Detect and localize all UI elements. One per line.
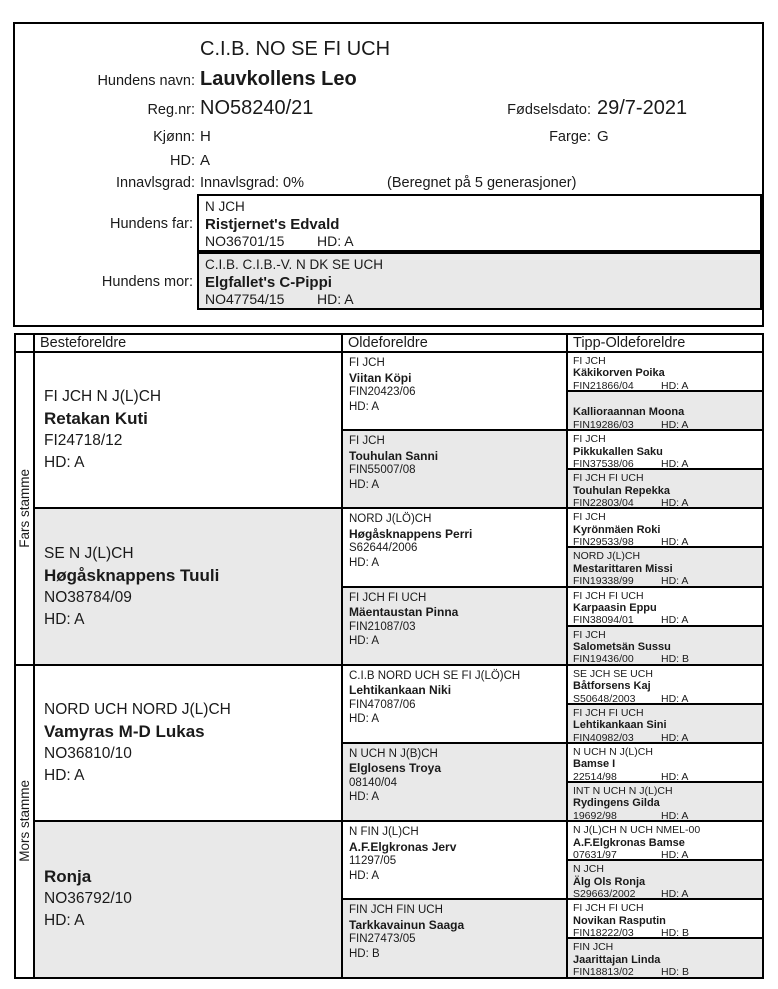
mother-hd: HD: A	[317, 291, 354, 307]
inbreeding-note: (Beregnet på 5 generasjoner)	[387, 175, 577, 191]
great-grandparent-cell: FI JCH Touhulan Sanni FIN55007/08 HD: A	[342, 430, 567, 509]
grandparent-cell: Ronja NO36792/10 HD: A	[34, 821, 342, 978]
mother-reg-hd: NO47754/15 HD: A	[205, 291, 754, 309]
father-titles: N JCH	[205, 199, 245, 214]
great-great-grandparent-cell: FI JCH Salometsän Sussu FIN19436/00 HD: B	[567, 625, 763, 665]
regnr-value: NO58240/21	[200, 97, 314, 119]
hd-label: HD:	[170, 153, 195, 169]
great-great-grandparent-cell: SE JCH SE UCH Båtforsens Kaj S50648/2003…	[567, 664, 763, 704]
champion-titles: C.I.B. NO SE FI UCH	[200, 38, 391, 60]
great-grandparent-cell: FIN JCH FIN UCH Tarkkavainun Saaga FIN27…	[342, 899, 567, 978]
color-value: G	[597, 128, 609, 145]
great-great-grandparent-cell: FI JCH Käkikorven Poika FIN21866/04 HD: A	[567, 352, 763, 392]
great-great-grandparent-cell: FI JCH FI UCH Novikan Rasputin FIN18222/…	[567, 899, 763, 939]
great-grandparent-cell: C.I.B NORD UCH SE FI J(LÖ)CH Lehtikankaa…	[342, 664, 567, 743]
inbreeding-value: Innavlsgrad: 0%	[200, 175, 304, 191]
great-great-grandparent-cell: INT N UCH N J(L)CH Rydingens Gilda 19692…	[567, 782, 763, 822]
dog-name-row: Hundens navn: Lauvkollens Leo	[15, 68, 762, 91]
sex-row: Kjønn: H Farge: G	[15, 128, 762, 145]
section-label-fathers-line: Fars stamme	[15, 352, 34, 665]
header-grandparents: Besteforeldre	[34, 334, 342, 352]
birthdate-value: 29/7-2021	[597, 97, 688, 119]
dog-name-value: Lauvkollens Leo	[200, 68, 357, 90]
father-hd: HD: A	[317, 233, 354, 249]
father-regnr: NO36701/15	[205, 233, 285, 249]
father-label: Hundens far:	[109, 216, 193, 232]
great-great-grandparent-cell: FI JCH FI UCH Lehtikankaan Sini FIN40982…	[567, 703, 763, 743]
hd-row: HD: A	[15, 152, 762, 169]
great-grandparent-cell: FI JCH Viitan Köpi FIN20423/06 HD: A	[342, 352, 567, 431]
regnr-row: Reg.nr: NO58240/21 Fødselsdato: 29/7-202…	[15, 97, 762, 120]
great-great-grandparent-cell: NORD J(L)CH Mestarittaren Missi FIN19338…	[567, 547, 763, 587]
pedigree-body: Fars stamme Mors stamme FI JCH N J(L)CH …	[15, 352, 763, 978]
inbreeding-row: Innavlsgrad: Innavlsgrad: 0% (Beregnet p…	[15, 175, 762, 191]
pedigree-header-row: Besteforeldre Oldeforeldre Tipp-Oldefore…	[15, 334, 763, 352]
mother-name: Elgfallet's C-Pippi	[205, 273, 332, 291]
header-great-grandparents: Oldeforeldre	[342, 334, 567, 352]
father-reg-hd: NO36701/15 HD: A	[205, 233, 754, 251]
father-name: Ristjernet's Edvald	[205, 215, 340, 233]
header-great-great-grandparents: Tipp-Oldeforeldre	[567, 334, 763, 352]
birthdate-label: Fødselsdato:	[507, 102, 591, 118]
inbreeding-label: Innavlsgrad:	[116, 175, 195, 191]
birthdate-field: Fødselsdato: 29/7-2021	[315, 97, 687, 120]
great-great-grandparent-cell: FI JCH Kyrönmäen Roki FIN29533/98 HD: A	[567, 508, 763, 548]
great-great-grandparent-cell: N J(L)CH N UCH NMEL-00 A.F.Elgkronas Bam…	[567, 821, 763, 861]
pedigree-table: Besteforeldre Oldeforeldre Tipp-Oldefore…	[14, 333, 764, 979]
sex-value: H	[200, 128, 211, 145]
great-great-grandparent-cell: FI JCH FI UCH Touhulan Repekka FIN22803/…	[567, 469, 763, 509]
great-great-grandparent-cell: N JCH Älg Ols Ronja S29663/2002 HD: A	[567, 860, 763, 900]
header-spacer-cell	[15, 334, 34, 352]
great-great-grandparent-cell: Kallioraannan Moona FIN19286/03 HD: A	[567, 391, 763, 431]
section-label-mothers-line: Mors stamme	[15, 664, 34, 978]
great-great-grandparent-cell: FIN JCH Jaarittajan Linda FIN18813/02 HD:…	[567, 938, 763, 978]
great-grandparent-cell: N FIN J(L)CH A.F.Elgkronas Jerv 11297/05…	[342, 821, 567, 900]
great-great-grandparent-cell: N UCH N J(L)CH Bamse I 22514/98 HD: A	[567, 742, 763, 783]
grandparent-cell: SE N J(L)CH Høgåsknappens Tuuli NO38784/…	[34, 508, 342, 665]
champion-titles-row: C.I.B. NO SE FI UCH	[15, 38, 762, 61]
mother-box: C.I.B. C.I.B.-V. N DK SE UCH Elgfallet's…	[197, 252, 762, 310]
grandparent-cell: FI JCH N J(L)CH Retakan Kuti FI24718/12 …	[34, 352, 342, 509]
mother-regnr: NO47754/15	[205, 291, 285, 307]
mother-titles: C.I.B. C.I.B.-V. N DK SE UCH	[205, 257, 384, 272]
dog-name-label: Hundens navn:	[97, 73, 195, 89]
sex-label: Kjønn:	[153, 129, 195, 145]
great-great-grandparent-cell: FI JCH FI UCH Karpaasin Eppu FIN38094/01…	[567, 586, 763, 626]
color-label: Farge:	[549, 129, 591, 145]
great-great-grandparent-cell: FI JCH Pikkukallen Saku FIN37538/06 HD: A	[567, 430, 763, 470]
regnr-label: Reg.nr:	[147, 102, 195, 118]
grandparent-cell: NORD UCH NORD J(L)CH Vamyras M-D Lukas N…	[34, 664, 342, 822]
great-grandparent-cell: NORD J(LÖ)CH Høgåsknappens Perri S62644/…	[342, 508, 567, 587]
dog-info-box: C.I.B. NO SE FI UCH Hundens navn: Lauvko…	[13, 22, 764, 327]
mother-label: Hundens mor:	[101, 274, 193, 290]
great-grandparent-cell: N UCH N J(B)CH Elglosens Troya 08140/04 …	[342, 742, 567, 822]
great-grandparent-cell: FI JCH FI UCH Mäentaustan Pinna FIN21087…	[342, 586, 567, 665]
hd-value: A	[200, 152, 211, 169]
father-box: N JCH Ristjernet's Edvald NO36701/15 HD:…	[197, 194, 762, 252]
color-field: Farge: G	[315, 128, 609, 145]
